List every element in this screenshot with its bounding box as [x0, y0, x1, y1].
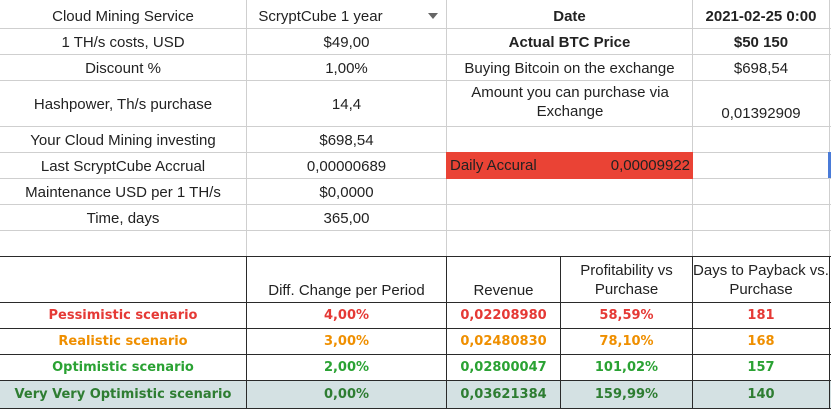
value-time-days[interactable]: 365,00	[323, 209, 370, 227]
scenario-name-optimistic: Optimistic scenario	[52, 360, 194, 375]
header-days-payback: Days to Payback vs. Purchase	[693, 262, 829, 298]
value-hashpower[interactable]: 14,4	[331, 95, 362, 113]
label-discount: Discount %	[85, 59, 161, 77]
label-cloud-mining-service: Cloud Mining Service	[52, 7, 194, 25]
very-optimistic-days[interactable]: 140	[747, 387, 775, 402]
amount-purchase-label: Amount you can purchase via Exchange	[471, 84, 669, 120]
daily-accrual-label: Daily Accural	[450, 157, 537, 174]
pessimistic-diff[interactable]: 4,00%	[323, 308, 370, 323]
realistic-revenue[interactable]: 0,02480830	[460, 334, 547, 349]
label-hashpower: Hashpower, Th/s purchase	[33, 95, 213, 113]
pessimistic-profit[interactable]: 58,59%	[599, 308, 654, 323]
value-investing[interactable]: $698,54	[319, 131, 374, 149]
optimistic-profit[interactable]: 101,02%	[594, 360, 659, 375]
daily-accrual-cell	[446, 152, 693, 179]
cloud-mining-service-value: ScryptCube 1 year	[258, 7, 383, 25]
scenario-name-realistic: Realistic scenario	[58, 334, 188, 349]
btc-price-label: Actual BTC Price	[508, 33, 631, 51]
header-profitability: Profitability vs Purchase	[580, 262, 673, 298]
scenario-name-pessimistic: Pessimistic scenario	[48, 308, 198, 323]
dropdown-arrow-icon[interactable]	[428, 13, 438, 19]
realistic-profit[interactable]: 78,10%	[599, 334, 654, 349]
daily-accrual-value[interactable]: 0,00009922	[610, 157, 690, 174]
date-label: Date	[553, 7, 586, 25]
very-optimistic-diff[interactable]: 0,00%	[323, 387, 370, 402]
buying-bitcoin-value[interactable]: $698,54	[733, 59, 789, 77]
btc-price-value[interactable]: $50 150	[733, 33, 789, 51]
realistic-days[interactable]: 168	[747, 334, 775, 349]
pessimistic-days[interactable]: 181	[747, 308, 775, 323]
cloud-mining-service-select[interactable]: ScryptCube 1 year	[247, 3, 446, 29]
value-last-accrual[interactable]: 0,00000689	[306, 157, 387, 175]
header-diff-change: Diff. Change per Period	[268, 282, 425, 299]
value-discount[interactable]: 1,00%	[325, 59, 368, 77]
amount-purchase-value[interactable]: 0,01392909	[721, 104, 801, 122]
value-maintenance[interactable]: $0,0000	[319, 183, 374, 201]
very-optimistic-profit[interactable]: 159,99%	[594, 387, 659, 402]
date-value[interactable]: 2021-02-25 0:00	[705, 7, 817, 25]
value-th-cost[interactable]: $49,00	[323, 33, 370, 51]
selected-cell-marker	[828, 152, 831, 178]
buying-bitcoin-label: Buying Bitcoin on the exchange	[464, 59, 675, 77]
label-investing: Your Cloud Mining investing	[30, 131, 216, 149]
label-time-days: Time, days	[86, 209, 160, 227]
very-optimistic-revenue[interactable]: 0,03621384	[460, 387, 547, 402]
pessimistic-revenue[interactable]: 0,02208980	[460, 308, 547, 323]
scenario-name-very-optimistic: Very Very Optimistic scenario	[14, 387, 232, 402]
optimistic-days[interactable]: 157	[747, 360, 775, 375]
realistic-diff[interactable]: 3,00%	[323, 334, 370, 349]
optimistic-revenue[interactable]: 0,02800047	[460, 360, 547, 375]
label-last-accrual: Last ScryptCube Accrual	[40, 157, 206, 175]
header-revenue: Revenue	[473, 282, 534, 299]
label-th-cost: 1 TH/s costs, USD	[61, 33, 185, 51]
optimistic-diff[interactable]: 2,00%	[323, 360, 370, 375]
label-maintenance: Maintenance USD per 1 TH/s	[25, 183, 221, 201]
